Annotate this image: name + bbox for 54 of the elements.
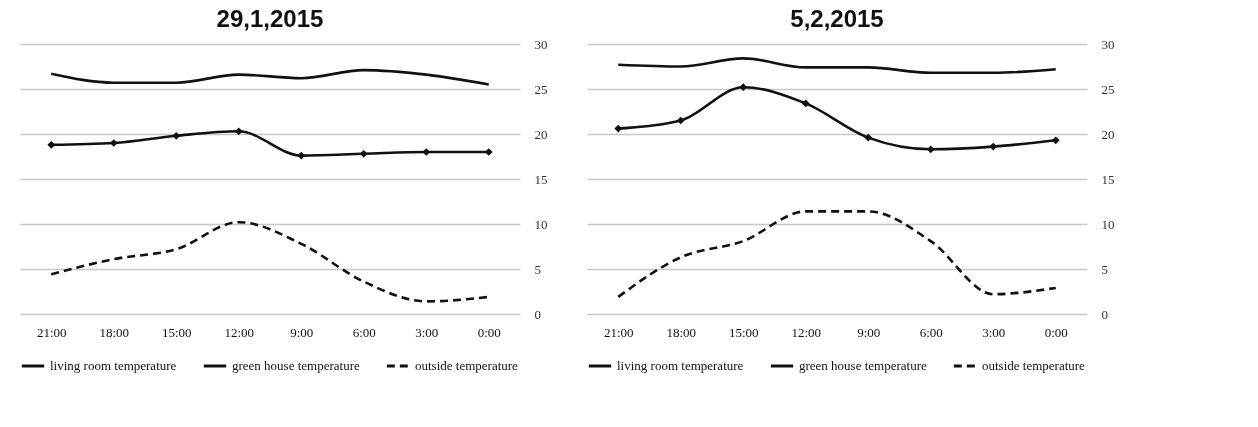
y-tick-label: 25 [1101, 81, 1115, 97]
x-tick-label: 3:00 [415, 324, 439, 340]
y-tick-label: 10 [1101, 216, 1115, 232]
legend-label: green house temperature [799, 358, 927, 373]
point [676, 116, 685, 125]
line-series [616, 57, 1058, 75]
x-tick-label: 0:00 [1044, 324, 1068, 340]
legend-label: green house temperature [232, 358, 360, 373]
point [739, 83, 748, 92]
x-tick-label: 21:00 [36, 324, 67, 340]
x-tick-label: 18:00 [99, 324, 130, 340]
y-tick-label: 20 [1101, 126, 1115, 142]
x-tick-label: 9:00 [290, 324, 314, 340]
point [234, 127, 243, 136]
point [926, 145, 935, 154]
x-tick-label: 6:00 [919, 324, 943, 340]
x-tick-label: 6:00 [352, 324, 376, 340]
legend-label: living room temperature [617, 358, 744, 373]
y-tick-label: 0 [1101, 306, 1108, 322]
point [614, 124, 623, 133]
legend-label: outside temperature [415, 358, 519, 373]
x-tick-label: 18:00 [666, 324, 697, 340]
y-tick-label: 30 [1101, 36, 1115, 52]
legend-label: outside temperature [982, 358, 1086, 373]
y-tick-label: 30 [534, 36, 548, 52]
y-tick-label: 10 [534, 216, 548, 232]
point [989, 142, 998, 151]
chart-title: 5,2,2015 [790, 5, 884, 32]
point [172, 131, 181, 140]
x-tick-label: 21:00 [603, 324, 634, 340]
legend-label: living room temperature [50, 358, 177, 373]
point [801, 99, 810, 108]
x-tick-label: 15:00 [728, 324, 759, 340]
x-tick-label: 12:00 [791, 324, 822, 340]
x-tick-label: 12:00 [224, 324, 255, 340]
point [47, 140, 56, 149]
x-tick-label: 0:00 [477, 324, 501, 340]
point [864, 133, 873, 142]
y-tick-label: 15 [534, 171, 548, 187]
line-series [616, 210, 1058, 299]
point [359, 149, 368, 158]
x-tick-label: 9:00 [857, 324, 881, 340]
line-series [49, 68, 491, 86]
point [297, 151, 306, 160]
y-tick-label: 0 [534, 306, 541, 322]
y-tick-label: 5 [1101, 261, 1108, 277]
x-tick-label: 3:00 [982, 324, 1006, 340]
y-tick-label: 25 [534, 81, 548, 97]
chart-title: 29,1,2015 [216, 5, 324, 32]
y-tick-label: 20 [534, 126, 548, 142]
y-tick-label: 5 [534, 261, 541, 277]
x-tick-label: 15:00 [161, 324, 192, 340]
y-tick-label: 15 [1101, 171, 1115, 187]
point [1051, 136, 1060, 145]
